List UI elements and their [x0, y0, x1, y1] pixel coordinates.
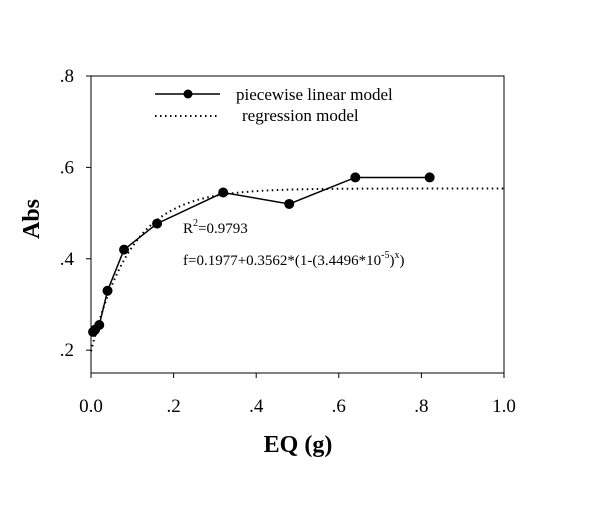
data-point — [119, 244, 130, 255]
data-point — [94, 320, 105, 331]
legend-label-piecewise: piecewise linear model — [236, 85, 393, 104]
x-tick-label: .4 — [249, 396, 264, 417]
x-tick-label: 1.0 — [492, 396, 516, 417]
r-squared-annotation: R2=0.9793 — [183, 218, 248, 237]
series-regression-model — [90, 187, 504, 352]
plot-frame — [90, 75, 505, 374]
data-point — [218, 187, 229, 198]
plot-area-border — [90, 75, 505, 374]
data-point — [350, 172, 361, 183]
y-tick-label: .2 — [60, 340, 74, 361]
legend-swatch-piecewise-marker — [183, 89, 193, 99]
data-point — [284, 198, 295, 209]
annotations: R2=0.9793 f=0.1977+0.3562*(1-(3.4496*10-… — [183, 218, 405, 269]
x-axis: 0.0 .2 .4 .6 .8 1.0 — [79, 373, 516, 417]
data-point — [424, 172, 435, 183]
y-tick-label: .6 — [60, 157, 74, 178]
y-axis: .2 .4 .6 .8 — [60, 66, 91, 361]
regression-curve — [90, 187, 504, 352]
y-tick-label: .8 — [60, 66, 74, 87]
y-tick-label: .4 — [60, 249, 75, 270]
x-tick-label: .8 — [414, 396, 428, 417]
x-axis-title: EQ (g) — [264, 432, 333, 458]
y-axis-title: Abs — [19, 199, 45, 239]
legend-label-regression: regression model — [242, 106, 359, 125]
x-tick-label: 0.0 — [79, 396, 103, 417]
data-point — [102, 285, 113, 296]
series-piecewise-linear-model — [88, 172, 435, 337]
x-tick-label: .6 — [332, 396, 346, 417]
data-point — [152, 218, 163, 229]
legend: piecewise linear model regression model — [155, 85, 393, 125]
x-tick-label: .2 — [166, 396, 180, 417]
regression-equation-annotation: f=0.1977+0.3562*(1-(3.4496*10-5)x) — [183, 250, 405, 269]
